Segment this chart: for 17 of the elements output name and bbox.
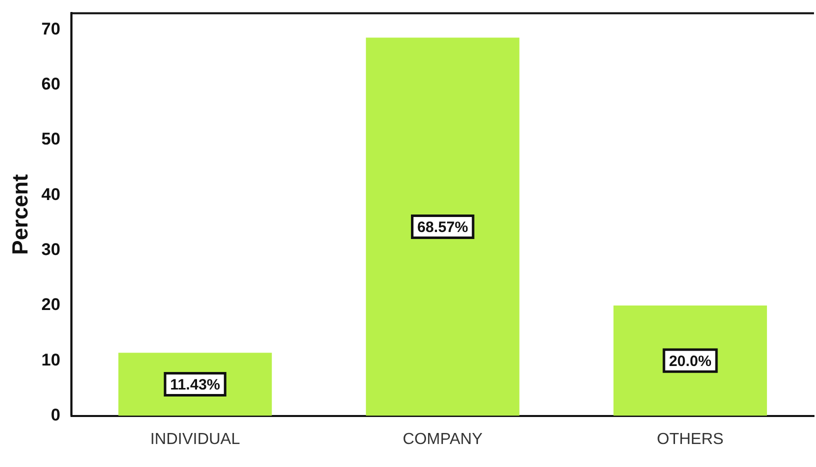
data-label: 11.43% — [170, 376, 220, 394]
bar — [366, 38, 520, 416]
y-tick-label: 10 — [41, 350, 60, 370]
y-tick-label: 70 — [41, 19, 60, 38]
y-tick-label: 60 — [41, 74, 60, 94]
data-label: 68.57% — [417, 218, 468, 236]
x-tick-label: COMPANY — [402, 430, 483, 448]
y-tick-label: 40 — [41, 184, 60, 204]
y-tick-label: 20 — [41, 295, 60, 314]
x-tick-label: OTHERS — [656, 430, 724, 448]
y-tick-label: 30 — [41, 240, 60, 260]
y-tick-label: 0 — [50, 405, 60, 424]
y-axis-title: Percent — [7, 173, 32, 255]
y-tick-label: 50 — [41, 130, 60, 149]
bar — [613, 306, 767, 416]
x-tick-label: INDIVIDUAL — [150, 430, 240, 448]
data-label: 20.0% — [668, 352, 712, 370]
